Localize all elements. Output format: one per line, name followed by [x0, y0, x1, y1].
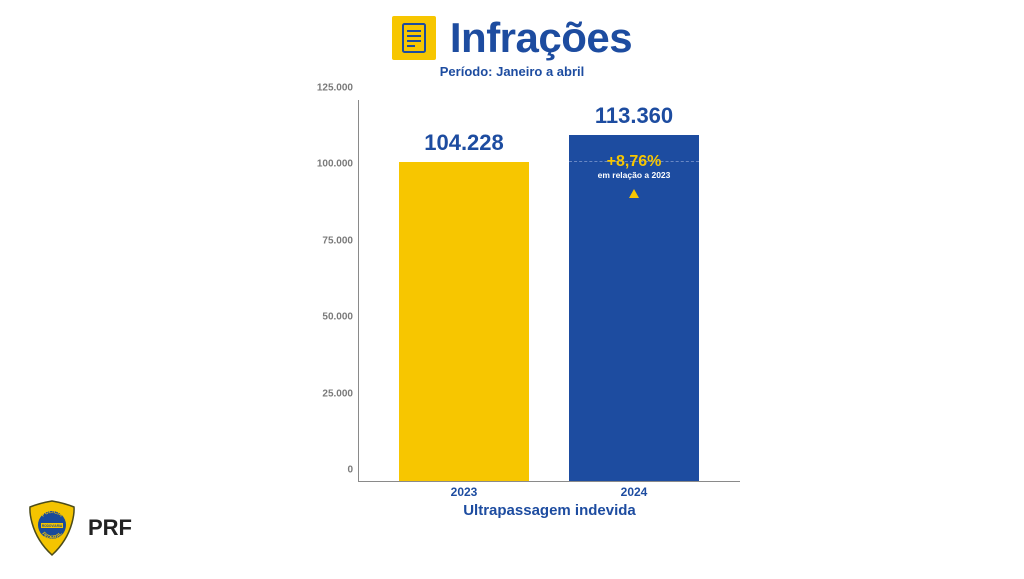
- page-title: Infrações: [450, 14, 632, 62]
- y-tick-label: 75.000: [307, 235, 353, 246]
- y-tick-label: 25.000: [307, 388, 353, 399]
- y-tick-label: 0: [307, 465, 353, 476]
- delta-arrow-head-icon: [629, 189, 639, 198]
- document-icon: [392, 16, 436, 60]
- prf-badge-icon: POLICIA FEDERAL RODOVIARIA: [26, 499, 78, 557]
- delta-subtext: em relação a 2023: [569, 170, 699, 180]
- x-axis-title: Ultrapassagem indevida: [359, 502, 740, 519]
- bar-value-label: 104.228: [399, 130, 529, 156]
- org-abbr: PRF: [88, 515, 132, 541]
- y-tick-label: 100.000: [307, 159, 353, 170]
- delta-percent: +8,76%: [569, 153, 699, 171]
- y-tick-label: 125.000: [307, 83, 353, 94]
- delta-label: +8,76%em relação a 2023: [569, 153, 699, 180]
- svg-text:RODOVIARIA: RODOVIARIA: [42, 524, 63, 528]
- plot-area: Ultrapassagem indevida 025.00050.00075.0…: [358, 100, 740, 482]
- bar-b2024: 113.360+8,76%em relação a 2023: [569, 135, 699, 481]
- y-tick-label: 50.000: [307, 312, 353, 323]
- page-subtitle: Período: Janeiro a abril: [0, 64, 1024, 79]
- bar-b2023: 104.228: [399, 162, 529, 481]
- org-logo-block: POLICIA FEDERAL RODOVIARIA PRF: [26, 499, 132, 557]
- bar-value-label: 113.360: [569, 103, 699, 129]
- chart-header: Infrações Período: Janeiro a abril: [0, 14, 1024, 79]
- x-tick-label: 2023: [399, 485, 529, 499]
- x-tick-label: 2024: [569, 485, 699, 499]
- header-row: Infrações: [392, 14, 632, 62]
- bar-chart: Ultrapassagem indevida 0 25.000 50.000 75.0…: [310, 100, 740, 520]
